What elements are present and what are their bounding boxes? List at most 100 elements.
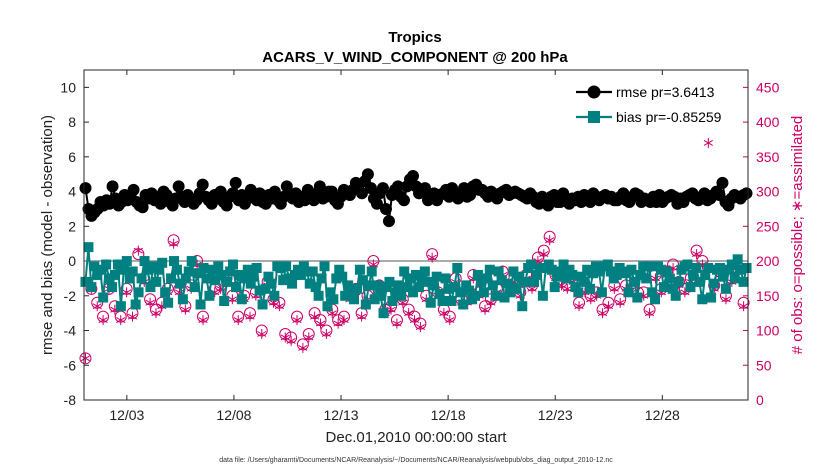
bias-point [115, 301, 126, 312]
assimilated-obs-point [597, 308, 608, 319]
bias-point [723, 264, 734, 275]
assimilated-obs-point [721, 294, 731, 305]
bias-point [80, 276, 91, 287]
rmse-point [355, 187, 368, 200]
asterisk-stroke [615, 299, 625, 306]
rmse-point [229, 176, 242, 189]
rmse-point [364, 182, 377, 195]
asterisk-stroke [721, 296, 731, 303]
assimilated-obs-point [691, 249, 702, 260]
rmse-point [716, 176, 729, 189]
rmse-point [172, 180, 185, 193]
y-tick-label: 4 [68, 184, 76, 200]
bias-point [502, 278, 513, 289]
bias-point [531, 269, 542, 280]
bias-point [337, 271, 348, 282]
bias-point [192, 268, 203, 279]
bias-point [667, 283, 678, 294]
bias-point [219, 296, 230, 306]
bias-point [239, 273, 250, 284]
bias-point [387, 296, 398, 306]
bias-point [685, 282, 696, 293]
bias-point [328, 294, 339, 305]
asterisk-stroke [597, 310, 608, 317]
legend-bias-label: bias pr=-0.85259 [616, 109, 722, 125]
bias-point [496, 275, 507, 286]
asterisk-stroke [398, 299, 408, 306]
bias-point [591, 261, 602, 272]
bias-point [425, 297, 436, 308]
bias-point [487, 280, 498, 291]
bias-point [287, 278, 298, 289]
bias-point [700, 269, 711, 280]
possible-obs-point [79, 352, 92, 365]
bias-point [154, 264, 165, 275]
bias-point [331, 273, 342, 284]
right-y-axis: 0 50 100 150 200 250 300 350 400 450 [743, 70, 780, 408]
bias-point [281, 261, 292, 272]
assimilated-obs-point [80, 353, 91, 364]
bias-point [402, 282, 413, 293]
bias-point [340, 290, 351, 301]
legend-box [570, 77, 742, 135]
bias-point [236, 294, 247, 305]
rmse-point [406, 169, 419, 182]
assimilated-obs-point [574, 301, 584, 312]
asterisk-stroke [574, 303, 584, 310]
assimilated-obs-point [409, 315, 420, 326]
bias-point [189, 282, 200, 293]
bias-point [464, 285, 475, 296]
asterisk-stroke [286, 338, 296, 344]
asterisk-stroke [545, 237, 555, 244]
bias-point [104, 273, 115, 284]
y-tick-label: 10 [60, 79, 76, 95]
y2-tick-label: 450 [756, 79, 780, 95]
assimilated-obs-point [292, 315, 302, 326]
assimilated-obs-point [445, 315, 455, 326]
assimilated-obs-point [145, 297, 155, 308]
legend-bias-marker [588, 111, 600, 123]
bias-point [446, 296, 457, 306]
bias-point [470, 290, 481, 301]
bias-point [378, 308, 389, 319]
bias-point [130, 299, 141, 310]
assimilated-obs-point [227, 294, 237, 305]
y-tick-label: 0 [68, 253, 76, 269]
x-tick-label: 12/08 [216, 407, 251, 423]
bias-point [431, 271, 442, 282]
x-tick-label: 12/13 [324, 407, 359, 423]
y2-axis-label: # of obs: o=possible; ∗=assimilated [789, 116, 806, 355]
assimilated-obs-point [357, 311, 367, 322]
y2-tick-label: 350 [756, 149, 780, 165]
bias-point [366, 266, 377, 277]
bias-point [98, 292, 109, 303]
bias-point [735, 264, 746, 275]
asterisk-stroke [122, 289, 132, 296]
bias-point [650, 294, 661, 305]
bias-point [351, 283, 362, 294]
asterisk-stroke [151, 310, 161, 317]
asterisk-stroke [127, 313, 138, 320]
asterisk-stroke [439, 310, 449, 317]
bias-point [741, 263, 752, 273]
asterisk-stroke [480, 306, 490, 313]
bias-point [375, 290, 386, 301]
bias-point [127, 266, 138, 277]
bias-point [408, 287, 419, 298]
bias-point [588, 268, 599, 279]
asterisk-stroke [368, 261, 378, 268]
bias-point [529, 276, 540, 287]
rmse-point [391, 180, 404, 193]
assimilated-obs-point [257, 329, 267, 339]
bias-point [325, 287, 336, 298]
rmse-point [397, 194, 410, 207]
bias-point [301, 266, 312, 277]
bias-point [124, 273, 135, 284]
bias-point [493, 266, 504, 277]
assimilated-obs-point [703, 137, 713, 148]
legend-rmse-marker [587, 85, 601, 99]
assimilated-obs-point [562, 283, 572, 294]
bias-point [157, 257, 168, 268]
rmse-point [376, 182, 389, 195]
bias-point [729, 273, 740, 284]
